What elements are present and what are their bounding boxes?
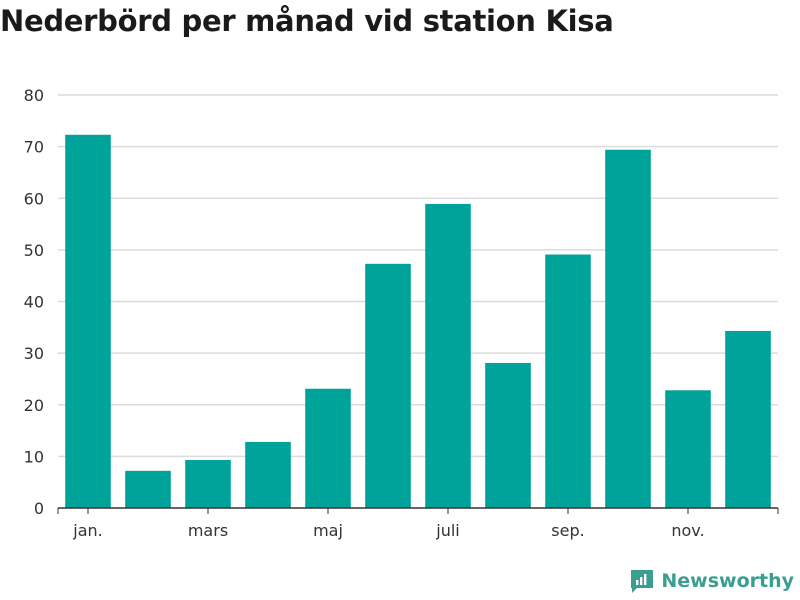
x-tick-label: sep. bbox=[551, 521, 584, 540]
bar-apr bbox=[245, 441, 291, 508]
bar-nov bbox=[665, 390, 711, 508]
y-tick-label: 10 bbox=[24, 447, 44, 466]
bar-aug bbox=[485, 362, 531, 508]
newsworthy-logo-icon bbox=[631, 570, 654, 593]
y-tick-label: 60 bbox=[24, 189, 44, 208]
x-tick-label: maj bbox=[313, 521, 343, 540]
y-tick-label: 40 bbox=[24, 293, 44, 312]
bars bbox=[65, 134, 771, 508]
chart-title: Nederbörd per månad vid station Kisa bbox=[0, 4, 614, 38]
brand-name: Newsworthy bbox=[661, 570, 794, 592]
x-tick-label: mars bbox=[188, 521, 228, 540]
bar-feb bbox=[125, 470, 171, 508]
bar-mars bbox=[185, 459, 231, 508]
y-tick-label: 20 bbox=[24, 396, 44, 415]
bar-sep bbox=[545, 254, 591, 508]
bar-okt bbox=[605, 149, 651, 508]
x-tick-label: nov. bbox=[671, 521, 704, 540]
bar-juli bbox=[425, 203, 471, 508]
bar-maj bbox=[305, 388, 351, 508]
bar-jan bbox=[65, 134, 111, 508]
bar-juni bbox=[365, 263, 411, 508]
y-tick-label: 0 bbox=[34, 499, 44, 518]
gridlines bbox=[58, 94, 778, 458]
y-tick-label: 50 bbox=[24, 241, 44, 260]
y-axis: 0 10 20 30 40 50 60 70 80 bbox=[24, 86, 44, 518]
newsworthy-brand: Newsworthy bbox=[629, 568, 794, 594]
y-tick-label: 30 bbox=[24, 344, 44, 363]
y-tick-label: 70 bbox=[24, 138, 44, 157]
x-axis: jan. mars maj juli sep. nov. bbox=[57, 507, 779, 540]
y-tick-label: 80 bbox=[24, 86, 44, 105]
x-tick-label: jan. bbox=[72, 521, 102, 540]
bar-dec bbox=[725, 330, 771, 508]
x-tick-label: juli bbox=[435, 521, 459, 540]
